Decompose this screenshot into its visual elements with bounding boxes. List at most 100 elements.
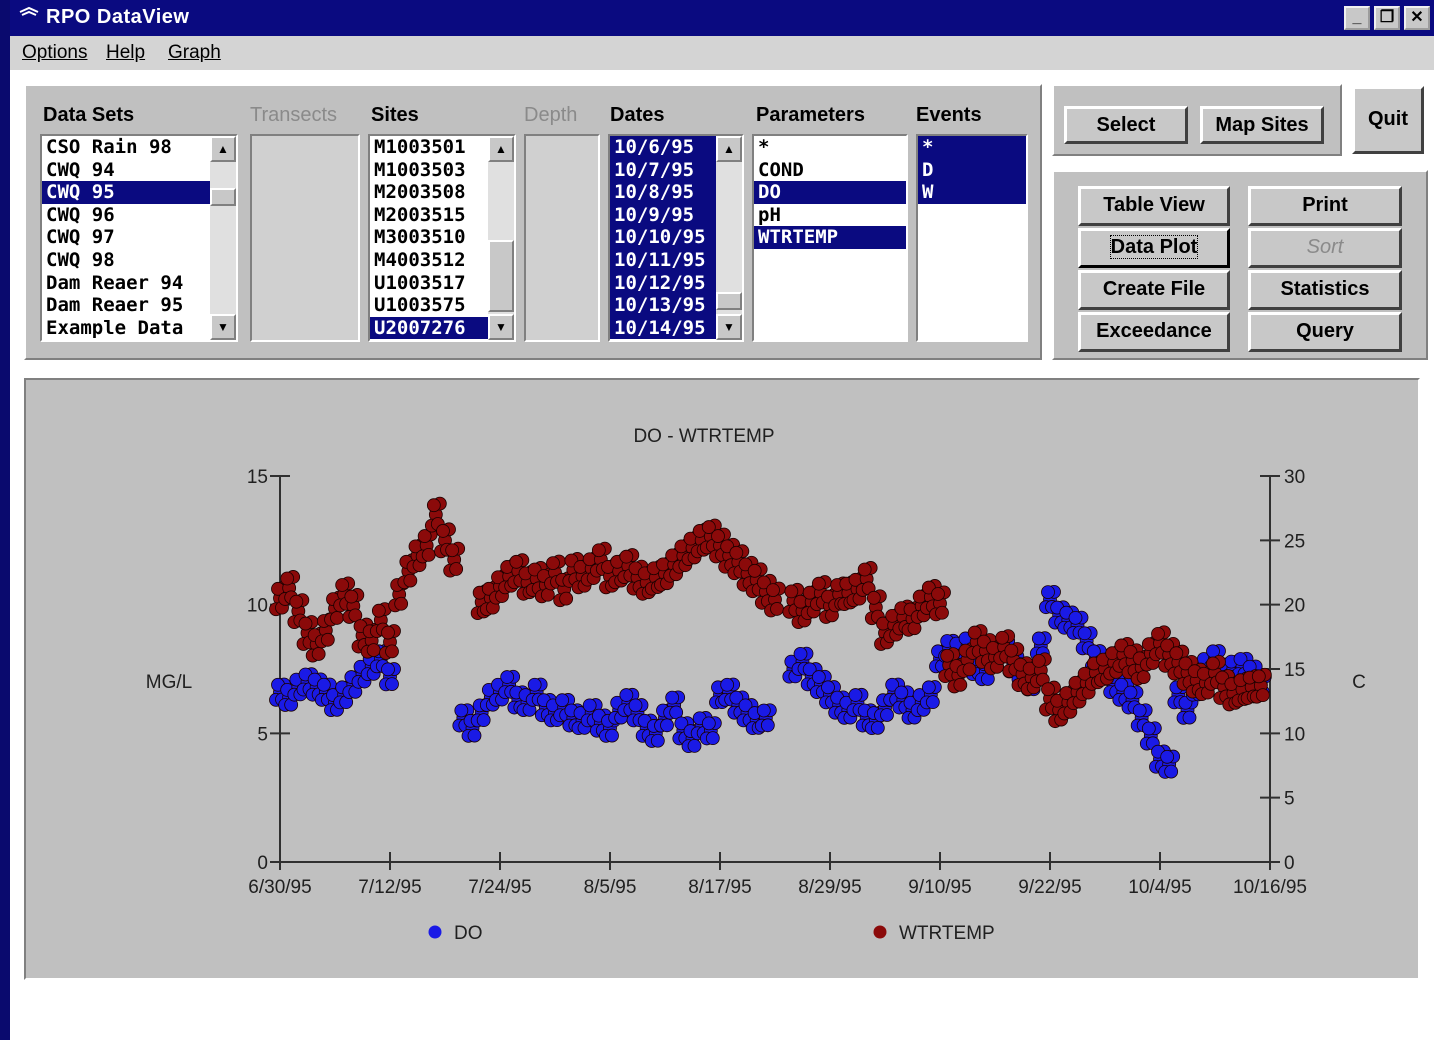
- list-item[interactable]: CWQ 94: [46, 158, 115, 181]
- list-item[interactable]: CSO Rain 98: [46, 136, 172, 158]
- list-item[interactable]: D: [918, 158, 1026, 182]
- list-item[interactable]: 10/14/95: [610, 316, 742, 340]
- list-item[interactable]: 10/6/95: [610, 136, 742, 159]
- list-item[interactable]: COND: [758, 158, 804, 181]
- data-plot-chart: DO - WTRTEMP MG/L C 0 5 10 15 0 5 10 15 20 25 30 6/…: [146, 426, 1366, 944]
- print-button[interactable]: Print: [1248, 186, 1402, 226]
- query-button[interactable]: Query: [1248, 312, 1402, 352]
- do-point: [687, 738, 702, 753]
- events-list[interactable]: * D W: [916, 134, 1028, 342]
- list-item[interactable]: U2007276: [370, 316, 514, 340]
- list-item[interactable]: CWQ 96: [46, 203, 115, 226]
- chart-legend: DO WTRTEMP: [428, 923, 995, 944]
- list-item[interactable]: Example Data: [46, 316, 184, 339]
- dates-scrollbar[interactable]: ▲ ▼: [716, 136, 742, 340]
- list-item[interactable]: WTRTEMP: [754, 226, 906, 249]
- wtrtemp-point: [280, 571, 295, 586]
- do-point: [1164, 764, 1179, 779]
- do-point: [925, 695, 940, 710]
- do-point: [660, 718, 674, 733]
- data-sets-scrollbar[interactable]: ▲ ▼: [210, 136, 236, 340]
- list-item[interactable]: M2003508: [374, 181, 466, 204]
- menu-help-label: Help: [106, 42, 146, 63]
- list-item[interactable]: M3003510: [374, 226, 466, 249]
- scroll-up-arrow-icon[interactable]: ▲: [488, 136, 514, 162]
- do-point: [605, 728, 619, 743]
- menu-options[interactable]: Options: [22, 42, 87, 64]
- scroll-up-arrow-icon[interactable]: ▲: [210, 136, 236, 162]
- do-point: [720, 677, 735, 692]
- minimize-button[interactable]: _: [1344, 6, 1370, 30]
- wtrtemp-point: [403, 573, 418, 588]
- list-item[interactable]: 10/13/95: [610, 294, 742, 317]
- list-item[interactable]: *: [918, 136, 1026, 159]
- wtrtemp-point: [1160, 638, 1175, 653]
- do-point: [1182, 710, 1197, 725]
- do-point: [1031, 631, 1046, 646]
- list-item[interactable]: CWQ 95: [42, 181, 236, 204]
- y2-tick-label: 25: [1284, 531, 1305, 552]
- list-item[interactable]: M4003512: [374, 248, 466, 271]
- menu-graph[interactable]: Graph: [168, 42, 221, 64]
- sites-list[interactable]: M1003501 M1003503 M2003508 M2003515 M300…: [368, 134, 516, 342]
- do-point: [1077, 626, 1092, 641]
- list-item[interactable]: 10/12/95: [610, 271, 742, 295]
- wtrtemp-point: [711, 529, 725, 543]
- list-item[interactable]: U1003517: [374, 271, 466, 294]
- create-file-button[interactable]: Create File: [1078, 270, 1230, 310]
- list-item[interactable]: CWQ 97: [46, 226, 115, 249]
- list-item[interactable]: CWQ 98: [46, 248, 115, 271]
- quit-button[interactable]: Quit: [1352, 86, 1424, 154]
- do-point: [1233, 652, 1248, 666]
- sort-button[interactable]: Sort: [1248, 228, 1402, 268]
- scroll-down-arrow-icon[interactable]: ▼: [210, 314, 236, 340]
- list-item[interactable]: pH: [758, 203, 781, 226]
- list-item[interactable]: 10/11/95: [610, 248, 742, 272]
- list-item[interactable]: DO: [754, 181, 906, 204]
- restore-button[interactable]: ❐: [1374, 6, 1400, 30]
- exceedance-button[interactable]: Exceedance: [1078, 312, 1230, 352]
- data-plot-button[interactable]: Data Plot: [1078, 228, 1230, 268]
- data-sets-header: Data Sets: [43, 104, 135, 126]
- list-item[interactable]: Dam Reaer 94: [46, 271, 184, 294]
- statistics-button[interactable]: Statistics: [1248, 270, 1402, 310]
- scroll-thumb[interactable]: [210, 188, 236, 206]
- x-tick-label: 9/22/95: [1018, 877, 1081, 898]
- do-point: [476, 713, 491, 728]
- scroll-thumb[interactable]: [488, 240, 514, 312]
- list-item[interactable]: M2003515: [374, 203, 466, 226]
- wtrtemp-point: [559, 591, 574, 606]
- y-tick-label: 5: [257, 724, 268, 745]
- wtrtemp-point: [953, 677, 968, 692]
- scroll-down-arrow-icon[interactable]: ▼: [716, 314, 742, 340]
- menu-options-label: Options: [22, 42, 88, 63]
- list-item[interactable]: M1003501: [374, 136, 466, 158]
- scroll-thumb[interactable]: [716, 292, 742, 310]
- data-sets-list[interactable]: CSO Rain 98 CWQ 94 CWQ 95 CWQ 96 CWQ 97 …: [40, 134, 238, 342]
- list-item[interactable]: W: [918, 181, 1026, 204]
- table-view-button[interactable]: Table View: [1078, 186, 1230, 226]
- select-button[interactable]: Select: [1064, 106, 1188, 144]
- wtrtemp-point: [811, 576, 826, 591]
- parameters-list[interactable]: * COND DO pH WTRTEMP: [752, 134, 908, 342]
- close-button[interactable]: ✕: [1404, 6, 1430, 30]
- list-item[interactable]: Dam Reaer 95: [46, 294, 184, 317]
- sites-scrollbar[interactable]: ▲ ▼: [488, 136, 514, 340]
- wtrtemp-point: [962, 662, 977, 677]
- list-item[interactable]: 10/10/95: [610, 226, 742, 249]
- dates-list[interactable]: 10/6/95 10/7/95 10/8/95 10/9/95 10/10/95…: [608, 134, 744, 342]
- y2-tick-label: 20: [1284, 596, 1305, 617]
- map-sites-button[interactable]: Map Sites: [1200, 106, 1324, 144]
- scroll-down-arrow-icon[interactable]: ▼: [488, 314, 514, 340]
- title-bar[interactable]: RPO DataView _ ❐ ✕: [10, 0, 1434, 36]
- list-item[interactable]: 10/8/95: [610, 181, 742, 204]
- list-item[interactable]: 10/9/95: [610, 203, 742, 227]
- list-item[interactable]: U1003575: [374, 294, 466, 317]
- list-item[interactable]: 10/7/95: [610, 158, 742, 182]
- wtrtemp-point: [747, 563, 762, 578]
- list-item[interactable]: *: [758, 136, 770, 158]
- menu-help[interactable]: Help: [106, 42, 145, 64]
- scroll-up-arrow-icon[interactable]: ▲: [716, 136, 742, 162]
- list-item[interactable]: M1003503: [374, 158, 466, 181]
- x-tick-label: 7/12/95: [358, 877, 421, 898]
